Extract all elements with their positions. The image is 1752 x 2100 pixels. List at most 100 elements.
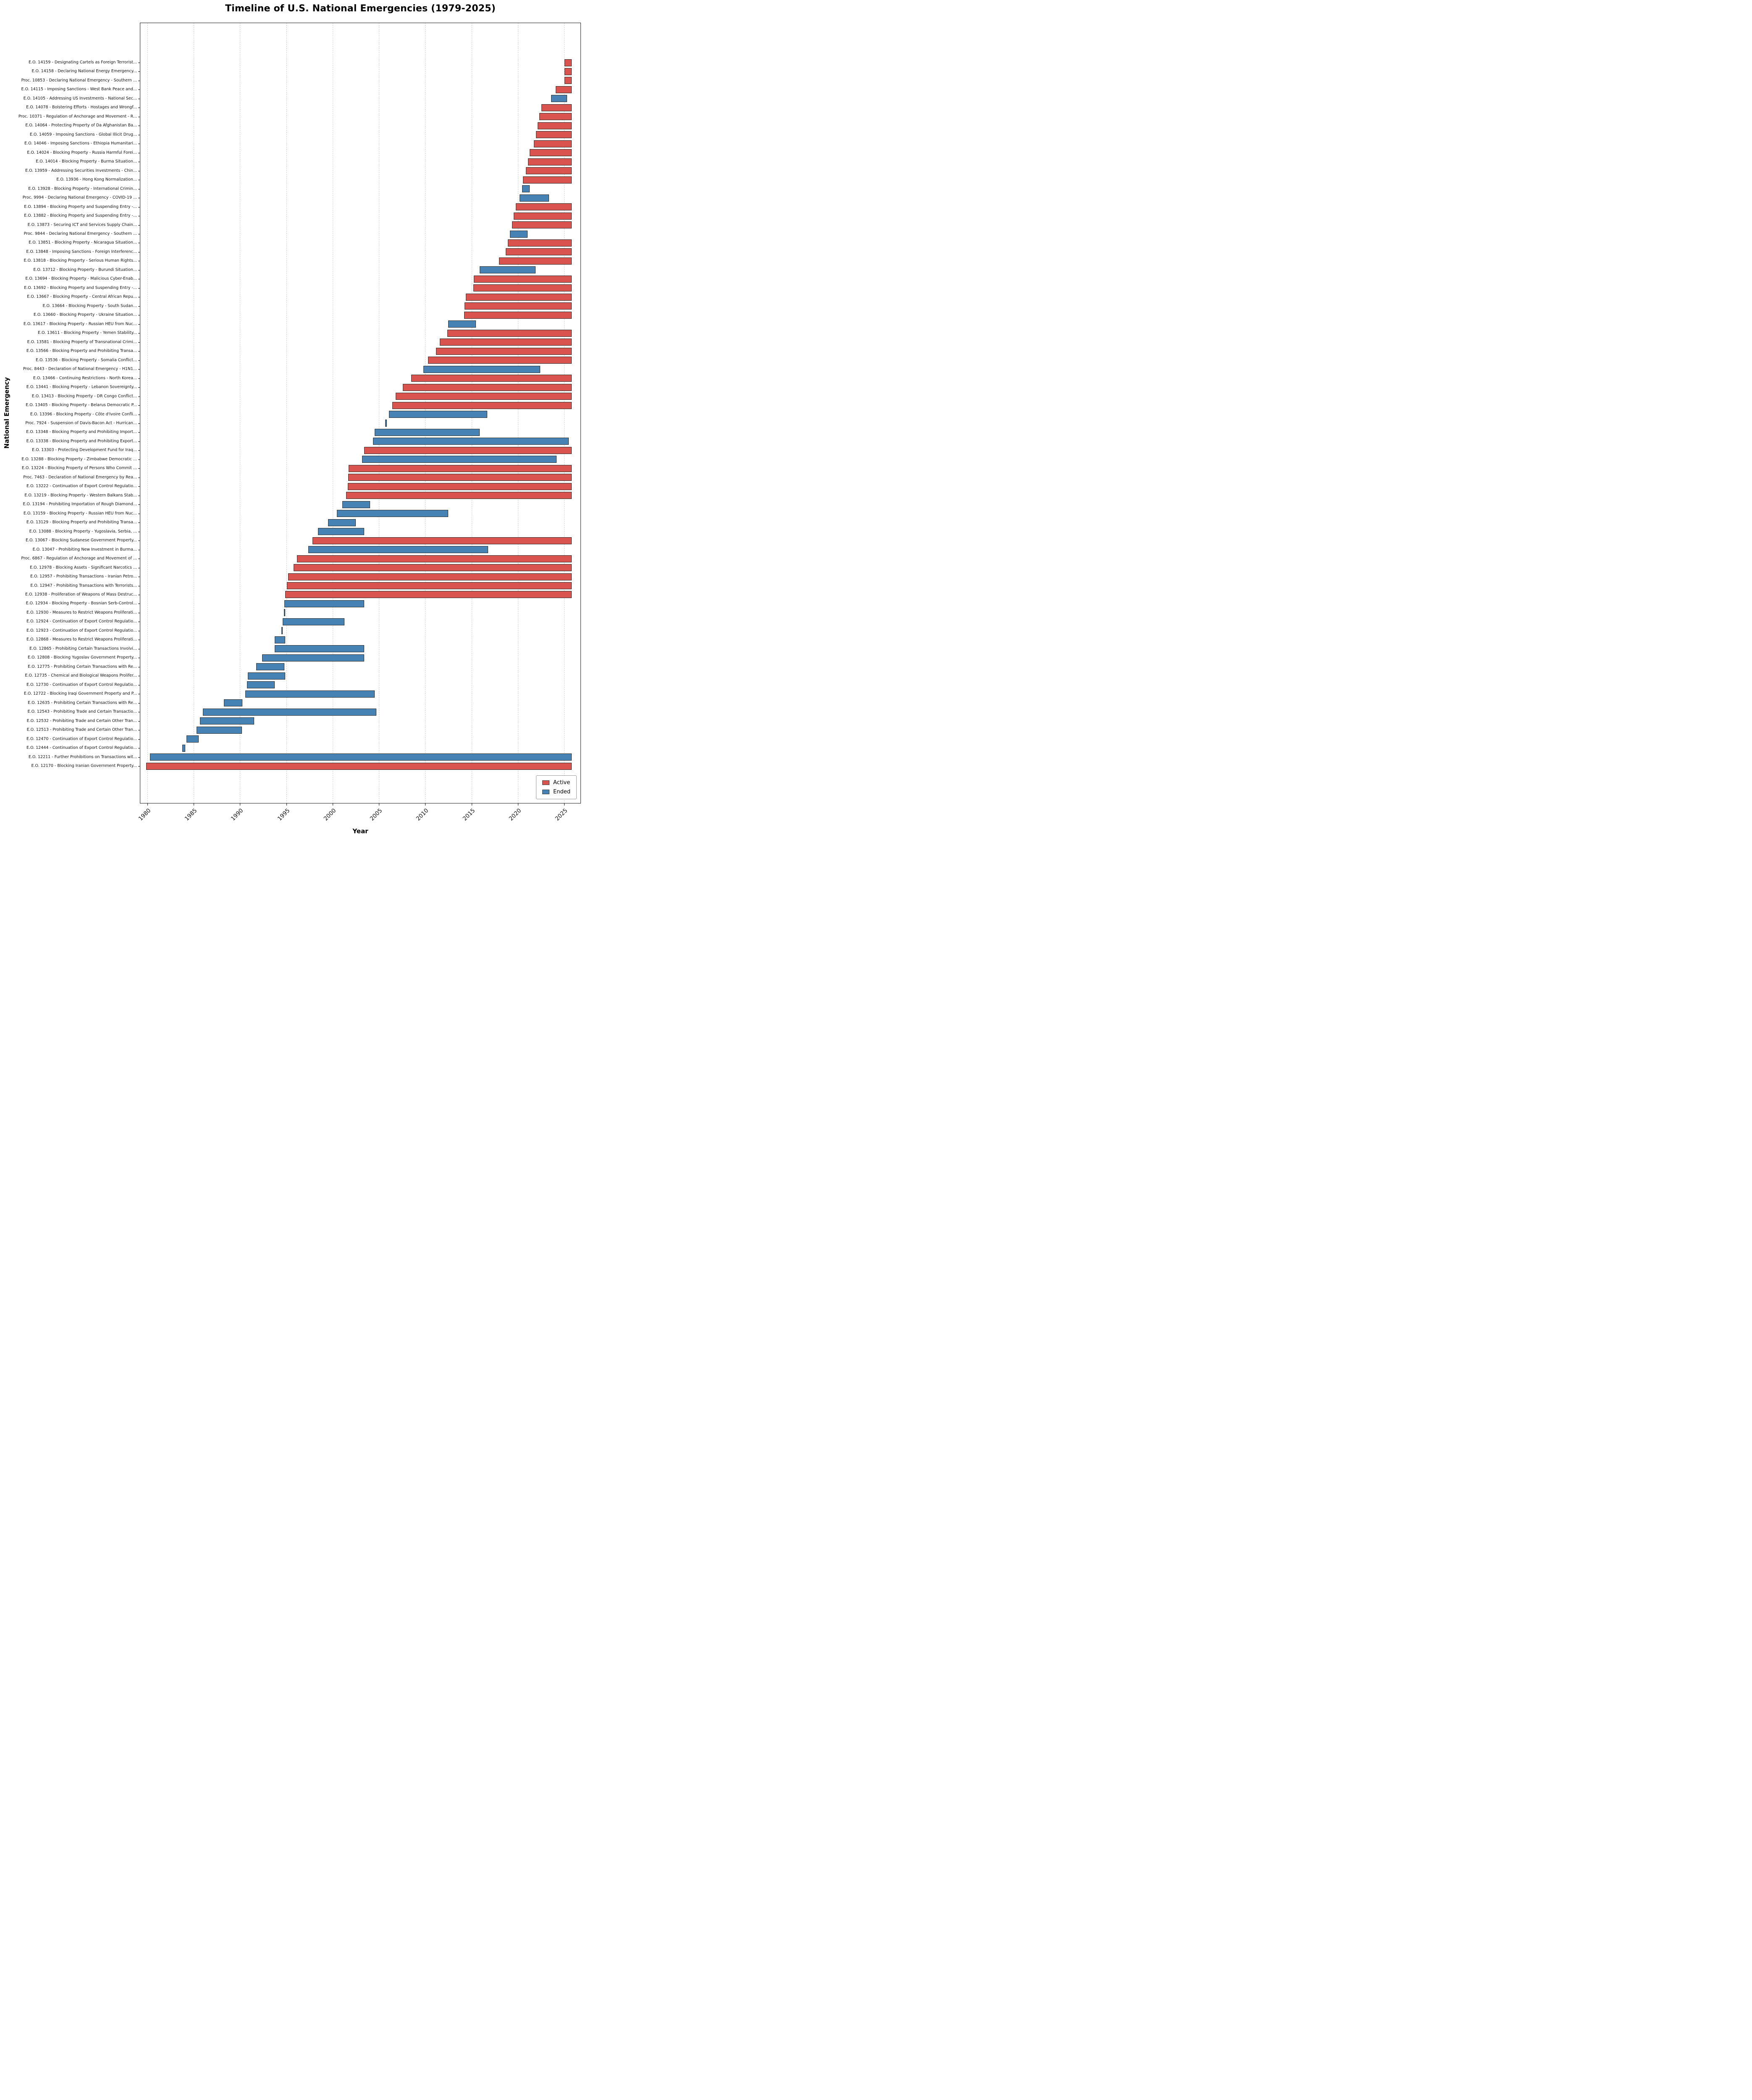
timeline-bar-ended bbox=[375, 428, 480, 436]
gridline-year-1980 bbox=[147, 23, 148, 803]
x-tick-label-2010: 2010 bbox=[415, 807, 430, 822]
y-tick-mark bbox=[138, 387, 140, 388]
timeline-bar-ended bbox=[256, 663, 284, 671]
y-tick-label: E.O. 13818 - Blocking Property - Serious… bbox=[24, 258, 137, 263]
timeline-bar-active bbox=[313, 537, 572, 544]
timeline-bar-active bbox=[465, 293, 572, 301]
chart-title: Timeline of U.S. National Emergencies (1… bbox=[225, 3, 496, 14]
timeline-bar-active bbox=[348, 465, 572, 472]
y-tick-label: E.O. 13224 - Blocking Property of Person… bbox=[21, 466, 137, 471]
legend-label-active: Active bbox=[553, 780, 570, 786]
timeline-bar-ended bbox=[182, 744, 186, 752]
y-tick-label: E.O. 13617 - Blocking Property - Russian… bbox=[23, 321, 137, 326]
y-tick-label: E.O. 13894 - Blocking Property and Suspe… bbox=[24, 204, 137, 209]
y-tick-label: E.O. 13348 - Blocking Property and Prohi… bbox=[26, 430, 137, 435]
y-tick-mark bbox=[138, 351, 140, 352]
timeline-bar-ended bbox=[480, 266, 536, 274]
y-tick-label: Proc. 10371 - Regulation of Anchorage an… bbox=[18, 114, 137, 119]
timeline-bar-active bbox=[465, 302, 572, 310]
legend: Active Ended bbox=[536, 775, 577, 799]
y-tick-label: E.O. 12543 - Prohibiting Trade and Certa… bbox=[27, 709, 137, 714]
timeline-bar-ended bbox=[274, 645, 364, 653]
timeline-bar-active bbox=[523, 176, 572, 184]
y-tick-label: E.O. 13047 - Prohibiting New Investment … bbox=[32, 547, 137, 552]
y-tick-label: E.O. 13851 - Blocking Property - Nicarag… bbox=[29, 240, 137, 245]
timeline-bar-ended bbox=[262, 654, 364, 662]
timeline-bar-ended bbox=[362, 456, 557, 463]
y-tick-label: E.O. 13338 - Blocking Property and Prohi… bbox=[26, 438, 137, 444]
y-tick-label: E.O. 14159 - Designating Cartels as Fore… bbox=[29, 60, 137, 65]
y-tick-label: E.O. 13959 - Addressing Securities Inves… bbox=[25, 168, 137, 173]
y-tick-mark bbox=[138, 288, 140, 289]
timeline-bar-active bbox=[403, 383, 572, 391]
y-tick-label: E.O. 13712 - Blocking Property - Burundi… bbox=[33, 267, 137, 272]
y-tick-label: E.O. 12924 - Continuation of Export Cont… bbox=[26, 619, 137, 624]
timeline-bar-active bbox=[565, 59, 572, 66]
y-tick-label: E.O. 13848 - Imposing Sanctions - Foreig… bbox=[26, 249, 137, 254]
y-tick-label: E.O. 12775 - Prohibiting Certain Transac… bbox=[28, 664, 137, 669]
x-tick-mark-1980 bbox=[147, 803, 148, 806]
timeline-bar-active bbox=[146, 762, 572, 770]
x-tick-label-2020: 2020 bbox=[507, 807, 523, 822]
timeline-bar-active bbox=[537, 122, 572, 129]
timeline-bar-active bbox=[285, 591, 572, 598]
y-tick-label: E.O. 12170 - Blocking Iranian Government… bbox=[31, 764, 137, 768]
y-tick-label: E.O. 13581 - Blocking Property of Transn… bbox=[27, 339, 137, 344]
y-tick-mark bbox=[138, 342, 140, 343]
y-tick-label: E.O. 12470 - Continuation of Export Cont… bbox=[26, 736, 137, 741]
y-tick-mark bbox=[138, 459, 140, 460]
x-tick-mark-2025 bbox=[564, 803, 565, 806]
timeline-bar-active bbox=[541, 104, 572, 111]
gridline-year-2025 bbox=[564, 23, 565, 803]
timeline-bar-active bbox=[347, 483, 572, 490]
x-tick-label-1985: 1985 bbox=[183, 807, 199, 822]
y-tick-label: E.O. 13441 - Blocking Property - Lebanon… bbox=[26, 385, 137, 390]
chart-page: Timeline of U.S. National Emergencies (1… bbox=[0, 0, 588, 841]
x-tick-label-2025: 2025 bbox=[554, 807, 569, 822]
y-tick-label: E.O. 14078 - Bolstering Efforts - Hostag… bbox=[26, 105, 137, 110]
timeline-bar-active bbox=[364, 446, 572, 454]
y-tick-mark bbox=[138, 441, 140, 442]
timeline-bar-ended bbox=[150, 753, 572, 761]
y-tick-label: E.O. 12978 - Blocking Assets - Significa… bbox=[29, 565, 137, 570]
timeline-bar-active bbox=[565, 77, 572, 84]
y-tick-label: E.O. 12934 - Blocking Property - Bosnian… bbox=[26, 601, 137, 606]
y-tick-label: E.O. 13405 - Blocking Property - Belarus… bbox=[26, 403, 137, 408]
legend-swatch-ended bbox=[542, 790, 550, 794]
y-tick-label: E.O. 12730 - Continuation of Export Cont… bbox=[26, 682, 137, 687]
timeline-bar-ended bbox=[337, 510, 449, 517]
y-tick-mark bbox=[138, 89, 140, 90]
y-tick-label: E.O. 13928 - Blocking Property - Interna… bbox=[28, 186, 137, 191]
timeline-bar-ended bbox=[342, 501, 370, 508]
x-tick-label-1980: 1980 bbox=[137, 807, 152, 822]
plot-area-border bbox=[140, 23, 581, 803]
y-tick-mark bbox=[138, 432, 140, 433]
y-tick-label: E.O. 13129 - Blocking Property and Prohi… bbox=[26, 520, 137, 525]
timeline-bar-active bbox=[516, 203, 572, 211]
x-tick-label-1995: 1995 bbox=[276, 807, 291, 822]
timeline-bar-ended bbox=[448, 320, 476, 328]
timeline-bar-active bbox=[556, 86, 572, 93]
y-tick-label: E.O. 13396 - Blocking Property - Côte d'… bbox=[30, 412, 137, 417]
timeline-bar-ended bbox=[245, 690, 375, 698]
y-tick-mark bbox=[138, 468, 140, 469]
y-tick-mark bbox=[138, 324, 140, 325]
y-tick-mark bbox=[138, 306, 140, 307]
y-tick-label: E.O. 13566 - Blocking Property and Prohi… bbox=[26, 349, 137, 354]
y-tick-label: E.O. 13413 - Blocking Property - DR Cong… bbox=[32, 394, 137, 399]
y-tick-label: E.O. 13466 - Continuing Restrictions - N… bbox=[33, 375, 137, 381]
legend-item-active: Active bbox=[542, 780, 570, 786]
y-tick-label: Proc. 7924 - Suspension of Davis-Bacon A… bbox=[25, 420, 137, 425]
timeline-bar-ended bbox=[274, 636, 285, 643]
y-tick-label: E.O. 13067 - Blocking Sudanese Governmen… bbox=[26, 538, 137, 543]
y-tick-label: E.O. 13219 - Blocking Property - Western… bbox=[24, 493, 137, 498]
x-tick-mark-2010 bbox=[425, 803, 426, 806]
y-tick-label: E.O. 14014 - Blocking Property - Burma S… bbox=[36, 159, 137, 164]
y-tick-label: E.O. 13288 - Blocking Property - Zimbabw… bbox=[21, 457, 137, 462]
timeline-bar-active bbox=[297, 555, 572, 562]
y-tick-mark bbox=[138, 71, 140, 72]
timeline-bar-ended bbox=[373, 438, 569, 445]
y-tick-label: E.O. 13611 - Blocking Property - Yemen S… bbox=[37, 331, 137, 336]
timeline-bar-ended bbox=[328, 519, 356, 526]
y-tick-mark bbox=[138, 721, 140, 722]
